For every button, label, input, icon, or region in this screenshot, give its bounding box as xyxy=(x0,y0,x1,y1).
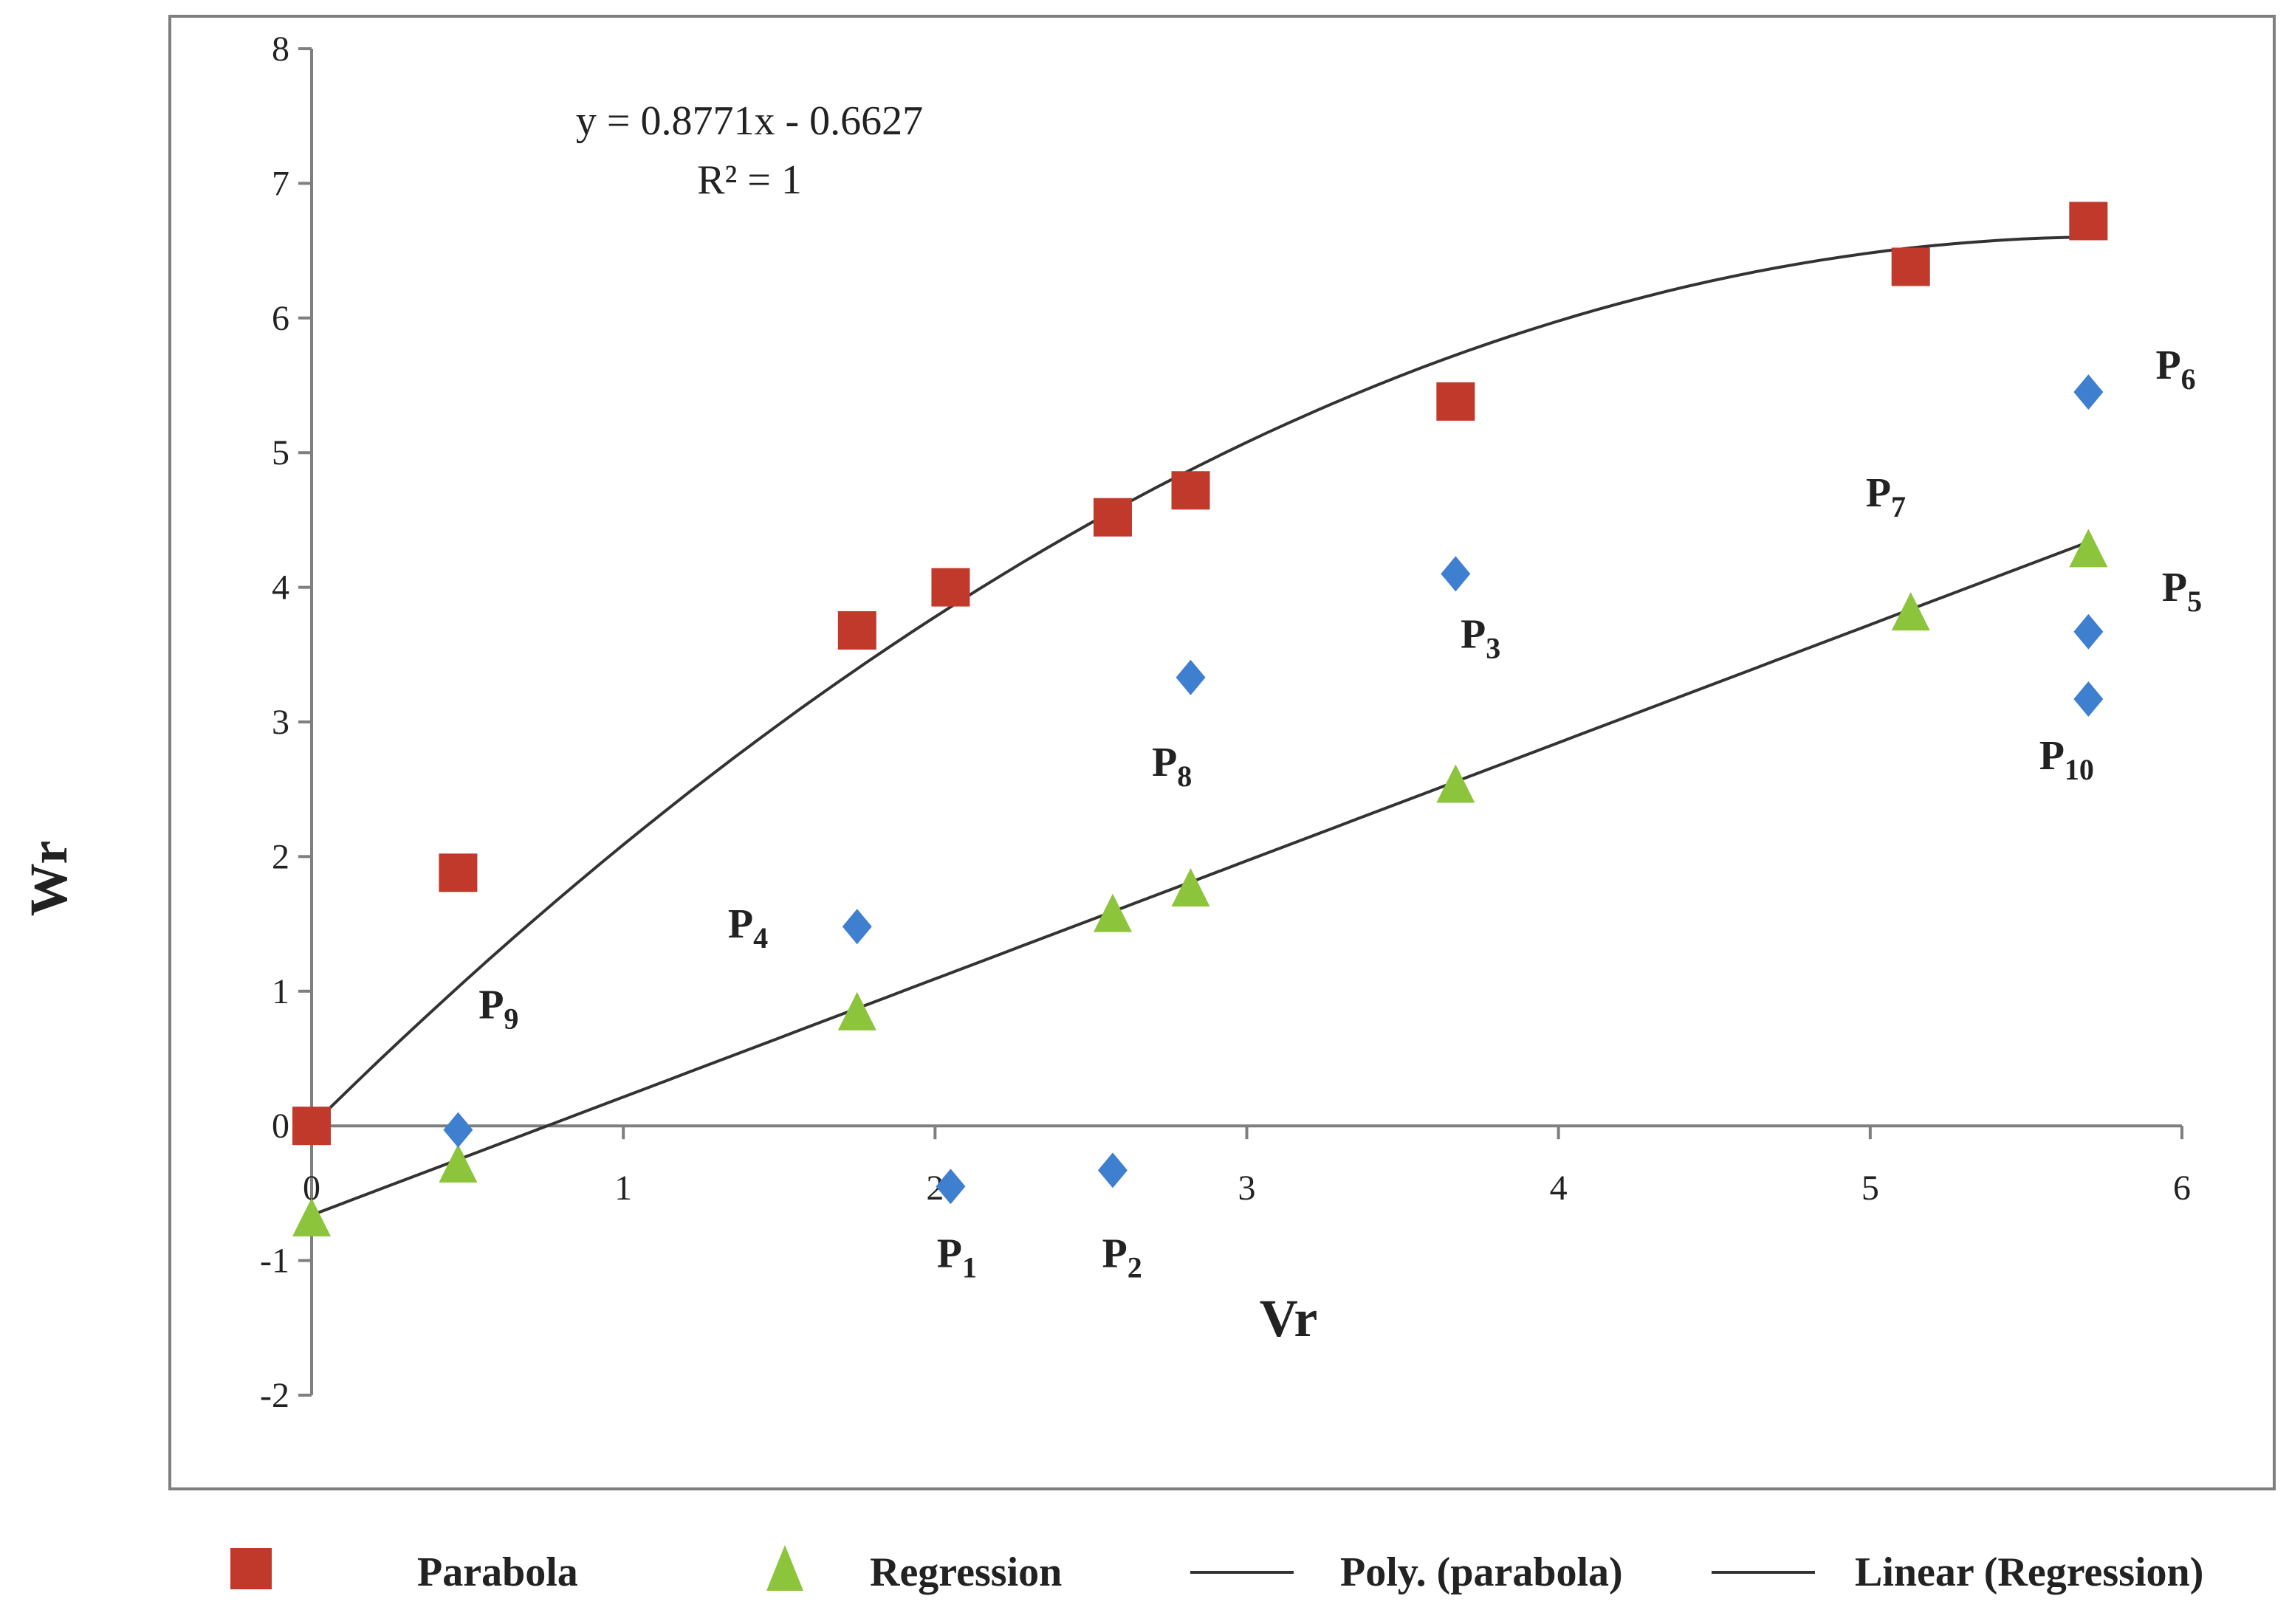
x-tick-label: 4 xyxy=(1550,1169,1568,1208)
parabola-point xyxy=(1171,471,1210,510)
parabola-point xyxy=(837,610,876,650)
point-label-p3: P3 xyxy=(1461,612,1500,665)
y-tick-label: 5 xyxy=(272,433,289,472)
parabola-point xyxy=(931,568,970,607)
legend-poly-label: Poly. (parabola) xyxy=(1340,1549,1623,1595)
y-tick-label: -2 xyxy=(260,1376,289,1415)
parabola-point xyxy=(1436,382,1475,421)
equation-annotation: y = 0.8771x - 0.6627 xyxy=(576,98,923,144)
legend-regression-swatch xyxy=(766,1545,803,1591)
parabola-point xyxy=(1891,247,1930,286)
regression-point xyxy=(292,1197,331,1236)
r-squared-annotation: R² = 1 xyxy=(697,157,802,203)
observed-point xyxy=(443,1112,473,1148)
parabola-point xyxy=(1093,498,1132,537)
y-tick-label: -1 xyxy=(260,1242,289,1281)
legend-regression-label: Regression xyxy=(870,1549,1062,1595)
y-tick-label: 4 xyxy=(272,568,289,608)
legend: Parabola Regression Poly. (parabola) Lin… xyxy=(230,1545,2203,1595)
observed-point xyxy=(1176,659,1206,695)
observed-point xyxy=(936,1169,966,1205)
y-tick-label: 1 xyxy=(272,972,289,1011)
x-tick-label: 3 xyxy=(1238,1169,1256,1208)
x-axis-title: Vr xyxy=(1260,1289,1318,1348)
point-label-p7: P7 xyxy=(1866,470,1906,523)
regression-point xyxy=(1436,764,1475,803)
y-tick-label: 3 xyxy=(272,703,289,742)
regression-point xyxy=(1171,868,1210,906)
poly-parabola-trendline xyxy=(310,235,2089,1127)
legend-linear-label: Linear (Regression) xyxy=(1855,1549,2203,1595)
y-tick-label: 0 xyxy=(272,1107,289,1146)
markers xyxy=(292,202,2108,1236)
observed-point xyxy=(2073,374,2104,410)
legend-parabola-label: Parabola xyxy=(417,1549,578,1595)
regression-point xyxy=(2069,529,2108,568)
point-label-p2: P2 xyxy=(1102,1231,1142,1284)
observed-point xyxy=(842,909,872,945)
y-tick-label: 8 xyxy=(272,30,289,69)
regression-point xyxy=(439,1143,478,1183)
x-tick-label: 5 xyxy=(1861,1169,1879,1208)
parabola-point xyxy=(439,853,478,892)
point-label-p5: P5 xyxy=(2162,565,2202,618)
y-tick-label: 7 xyxy=(272,164,289,203)
observed-point xyxy=(1097,1152,1128,1188)
linear-regression-trendline xyxy=(311,540,2090,1217)
point-label-p1: P1 xyxy=(937,1231,977,1284)
y-axis-title: Wr xyxy=(19,841,78,917)
parabola-point xyxy=(2069,202,2108,241)
parabola-point xyxy=(292,1107,331,1146)
x-tick-label: 6 xyxy=(2173,1169,2191,1208)
regression-point xyxy=(1093,893,1132,932)
y-tick-label: 6 xyxy=(272,299,289,338)
observed-point xyxy=(1441,556,1471,592)
legend-parabola-swatch xyxy=(230,1548,272,1589)
x-tick-label: 1 xyxy=(614,1169,632,1208)
point-label-p4: P4 xyxy=(728,901,768,954)
regression-point xyxy=(837,991,876,1031)
point-label-p6: P6 xyxy=(2155,343,2195,396)
y-tick-label: 2 xyxy=(272,837,289,876)
point-label-p9: P9 xyxy=(478,982,518,1035)
point-label-p10: P10 xyxy=(2039,733,2094,786)
point-label-p8: P8 xyxy=(1152,740,1192,793)
observed-point xyxy=(2073,613,2104,650)
observed-point xyxy=(2073,681,2104,717)
regression-point xyxy=(1891,592,1930,631)
point-labels: P1 P2 P3 P4 P5 P6 P7 P8 P9 P10 xyxy=(478,343,2202,1284)
trendlines xyxy=(310,235,2090,1217)
chart-frame xyxy=(168,15,2276,1490)
